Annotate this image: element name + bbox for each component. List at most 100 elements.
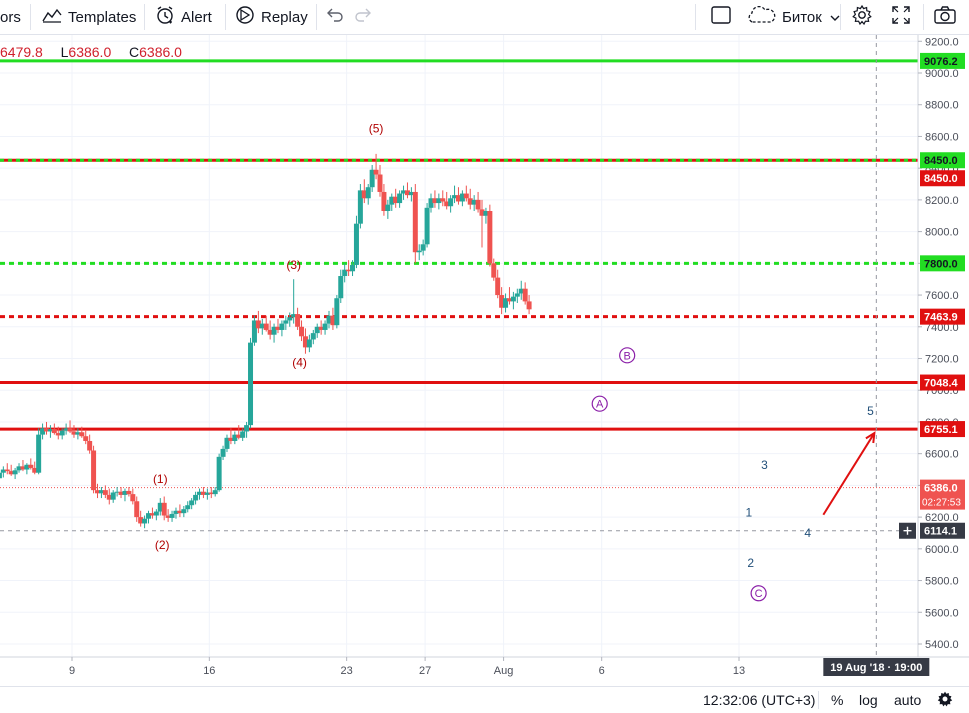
candle[interactable] — [193, 491, 199, 505]
candle[interactable] — [420, 239, 426, 256]
candle[interactable] — [389, 193, 395, 211]
candle[interactable] — [189, 498, 195, 510]
candle[interactable] — [146, 510, 152, 524]
candle[interactable] — [16, 463, 22, 473]
wave-label-circled[interactable]: B — [619, 347, 636, 364]
candle[interactable] — [467, 188, 473, 210]
candle[interactable] — [459, 190, 465, 207]
candle[interactable] — [67, 420, 73, 434]
candle[interactable] — [102, 485, 108, 499]
candle[interactable] — [318, 320, 324, 335]
candle[interactable] — [455, 187, 461, 205]
fullscreen-button[interactable] — [891, 0, 911, 34]
candle[interactable] — [401, 185, 407, 200]
candle[interactable] — [114, 486, 120, 497]
indicators-button[interactable]: ors — [0, 0, 21, 34]
templates-button[interactable]: Templates — [42, 0, 136, 34]
candle[interactable] — [491, 258, 497, 281]
candle[interactable] — [240, 428, 246, 441]
candle[interactable] — [98, 486, 104, 499]
candle[interactable] — [440, 190, 446, 207]
wave-label-circled[interactable]: C — [750, 585, 767, 602]
candle[interactable] — [444, 191, 450, 210]
candle[interactable] — [330, 307, 336, 330]
candle[interactable] — [385, 199, 391, 219]
candle[interactable] — [436, 193, 442, 210]
candle[interactable] — [71, 425, 77, 438]
candle[interactable] — [448, 195, 454, 213]
candle[interactable] — [185, 501, 191, 513]
candle[interactable] — [134, 496, 140, 522]
candle[interactable] — [173, 507, 179, 519]
candle[interactable] — [357, 184, 363, 229]
candle[interactable] — [361, 179, 367, 204]
candle[interactable] — [424, 203, 430, 248]
candle[interactable] — [79, 426, 85, 438]
candle[interactable] — [495, 269, 501, 299]
candle[interactable] — [353, 215, 359, 269]
settings-button[interactable] — [851, 0, 873, 34]
candle[interactable] — [228, 428, 234, 445]
candle[interactable] — [510, 291, 516, 310]
candle[interactable] — [47, 425, 53, 438]
candle[interactable] — [8, 464, 14, 476]
log-scale-button[interactable]: log — [859, 687, 878, 713]
candle[interactable] — [177, 504, 183, 518]
candle[interactable] — [255, 310, 261, 334]
candle[interactable] — [428, 193, 434, 213]
candle[interactable] — [232, 431, 238, 445]
candle[interactable] — [149, 507, 155, 519]
candle[interactable] — [463, 185, 469, 202]
candle[interactable] — [63, 423, 69, 435]
candle[interactable] — [271, 323, 277, 343]
candle[interactable] — [302, 328, 308, 354]
candle[interactable] — [306, 334, 312, 353]
candle[interactable] — [404, 182, 410, 199]
candle[interactable] — [263, 315, 269, 332]
candle[interactable] — [514, 288, 520, 303]
candle[interactable] — [314, 323, 320, 338]
candle[interactable] — [503, 293, 509, 313]
candle[interactable] — [432, 190, 438, 208]
auto-scale-button[interactable]: auto — [894, 687, 921, 713]
candle[interactable] — [310, 329, 316, 345]
candle[interactable] — [95, 483, 101, 499]
replay-button[interactable]: Replay — [235, 0, 308, 34]
layout-name-button[interactable]: Биток — [746, 0, 840, 34]
candle[interactable] — [197, 488, 203, 500]
candle[interactable] — [220, 445, 226, 461]
candle[interactable] — [452, 185, 458, 204]
candle[interactable] — [393, 188, 399, 208]
candle[interactable] — [224, 434, 230, 453]
candle[interactable] — [299, 320, 305, 342]
candle[interactable] — [338, 269, 344, 303]
candle[interactable] — [83, 429, 89, 445]
candle[interactable] — [51, 423, 57, 435]
candle[interactable] — [350, 260, 356, 277]
candle[interactable] — [236, 425, 242, 440]
candle[interactable] — [275, 318, 281, 334]
candle[interactable] — [412, 184, 418, 264]
candle[interactable] — [518, 280, 524, 300]
price-chart[interactable]: (1) (2) (3) (4) (5) A B C 3 1 2 4 5 5400.0 5600.0 5800.… — [0, 35, 969, 686]
candle[interactable] — [43, 421, 49, 435]
candle[interactable] — [267, 320, 273, 340]
candle[interactable] — [91, 445, 97, 494]
candle[interactable] — [397, 190, 403, 208]
candle[interactable] — [499, 287, 505, 315]
snapshot-button[interactable] — [933, 0, 957, 34]
candle[interactable] — [326, 310, 332, 329]
candle[interactable] — [204, 488, 210, 500]
candle[interactable] — [483, 207, 489, 224]
candle[interactable] — [0, 466, 6, 478]
candle[interactable] — [59, 428, 65, 440]
candle[interactable] — [377, 164, 383, 197]
candle[interactable] — [165, 509, 171, 522]
candle[interactable] — [118, 486, 124, 499]
candle[interactable] — [75, 428, 81, 440]
candle[interactable] — [212, 486, 218, 497]
candle[interactable] — [87, 434, 93, 454]
candle[interactable] — [506, 287, 512, 305]
candle[interactable] — [334, 295, 340, 329]
candle[interactable] — [200, 486, 206, 499]
